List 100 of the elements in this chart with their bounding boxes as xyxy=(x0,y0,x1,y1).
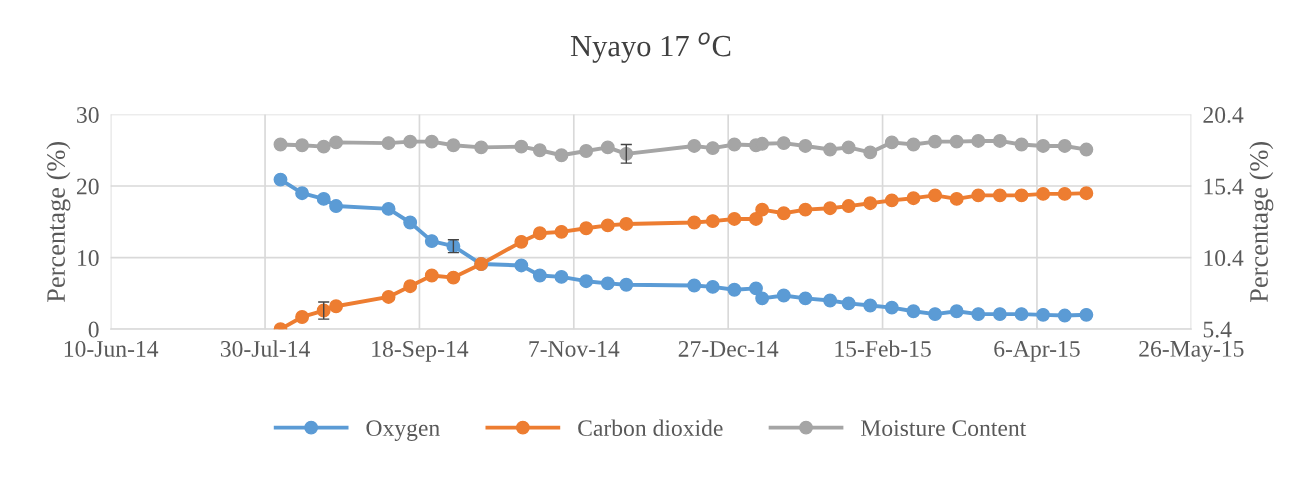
point xyxy=(1014,137,1029,152)
point xyxy=(687,215,702,230)
point xyxy=(928,134,943,149)
point xyxy=(273,172,288,187)
point xyxy=(705,279,720,294)
x-tick-label: 30-Jul-14 xyxy=(220,340,310,357)
point xyxy=(1036,307,1051,322)
point xyxy=(776,206,791,221)
point xyxy=(971,134,986,148)
point xyxy=(798,202,813,217)
point xyxy=(971,188,986,203)
point xyxy=(727,211,742,226)
point xyxy=(403,134,418,149)
point xyxy=(532,226,547,241)
point xyxy=(600,140,615,155)
point xyxy=(798,291,813,306)
point xyxy=(971,307,986,322)
point xyxy=(1014,307,1029,322)
point xyxy=(403,215,418,230)
y-tick-label: 20 xyxy=(76,178,99,195)
point xyxy=(884,300,899,315)
y-tick-label: 30 xyxy=(77,106,99,123)
point xyxy=(906,191,921,206)
point xyxy=(884,193,899,208)
point xyxy=(884,135,899,150)
point xyxy=(295,186,310,201)
point xyxy=(863,196,878,211)
point xyxy=(863,145,878,160)
point xyxy=(1036,139,1051,153)
point xyxy=(755,291,770,306)
point xyxy=(1079,186,1094,201)
y2-tick-label: 5.4 xyxy=(1203,321,1232,338)
point xyxy=(514,258,529,273)
legend-label: Carbon dioxide xyxy=(578,419,723,437)
point xyxy=(841,199,856,214)
point xyxy=(579,274,594,289)
point xyxy=(1036,186,1051,201)
x-tick-label: 10-Jun-14 xyxy=(64,340,159,357)
legend-label: Oxygen xyxy=(366,420,440,441)
y-axis-title: Percentage (%) xyxy=(46,142,71,302)
point xyxy=(992,307,1007,322)
point xyxy=(316,191,331,206)
point xyxy=(687,278,702,293)
point xyxy=(749,211,763,226)
point xyxy=(532,143,547,158)
point xyxy=(514,139,529,154)
point xyxy=(749,281,763,296)
point xyxy=(727,137,742,152)
point xyxy=(381,136,396,151)
point xyxy=(316,139,331,154)
point xyxy=(992,134,1007,148)
point xyxy=(554,269,569,284)
point xyxy=(727,282,742,297)
point xyxy=(295,310,310,324)
x-tick-label: 27-Dec-14 xyxy=(678,340,779,357)
point xyxy=(554,224,569,239)
point xyxy=(949,134,964,149)
point xyxy=(1057,308,1072,323)
point xyxy=(329,199,344,214)
point xyxy=(295,138,310,153)
x-tick-label: 7-Nov-14 xyxy=(529,341,620,357)
point xyxy=(446,270,461,285)
point xyxy=(1079,307,1094,322)
point xyxy=(619,217,634,231)
point xyxy=(841,296,856,311)
point xyxy=(1057,139,1072,153)
point xyxy=(928,307,943,322)
point xyxy=(949,304,964,319)
chart-title: Nyayo 17 $^{o}$C xyxy=(570,32,731,63)
point xyxy=(776,136,791,151)
point xyxy=(1057,186,1072,201)
point xyxy=(424,268,439,283)
x-tick-label: 26-May-15 xyxy=(1139,340,1244,362)
point xyxy=(579,144,594,158)
point xyxy=(906,304,921,319)
point xyxy=(381,201,396,216)
point xyxy=(928,188,943,203)
point xyxy=(600,276,615,291)
point xyxy=(949,191,964,206)
y2-tick-label: 10.4 xyxy=(1204,250,1244,267)
point xyxy=(776,288,791,303)
point xyxy=(329,135,344,150)
point xyxy=(823,142,838,157)
point xyxy=(273,137,288,152)
y2-axis-title: Percentage (%) xyxy=(1249,142,1274,302)
point xyxy=(446,138,461,153)
x-tick-label: 18-Sep-14 xyxy=(372,340,469,362)
point xyxy=(554,148,569,163)
point xyxy=(1014,188,1029,203)
point xyxy=(424,234,439,249)
x-tick-label: 15-Feb-15 xyxy=(835,340,931,357)
point xyxy=(532,268,547,283)
y2-tick-label: 15.4 xyxy=(1204,178,1244,195)
y2-tick-label: 20.4 xyxy=(1203,106,1244,124)
point xyxy=(1079,142,1094,157)
point xyxy=(579,221,594,236)
point xyxy=(329,299,344,314)
point xyxy=(403,279,418,294)
point xyxy=(755,202,770,217)
point xyxy=(823,201,838,216)
